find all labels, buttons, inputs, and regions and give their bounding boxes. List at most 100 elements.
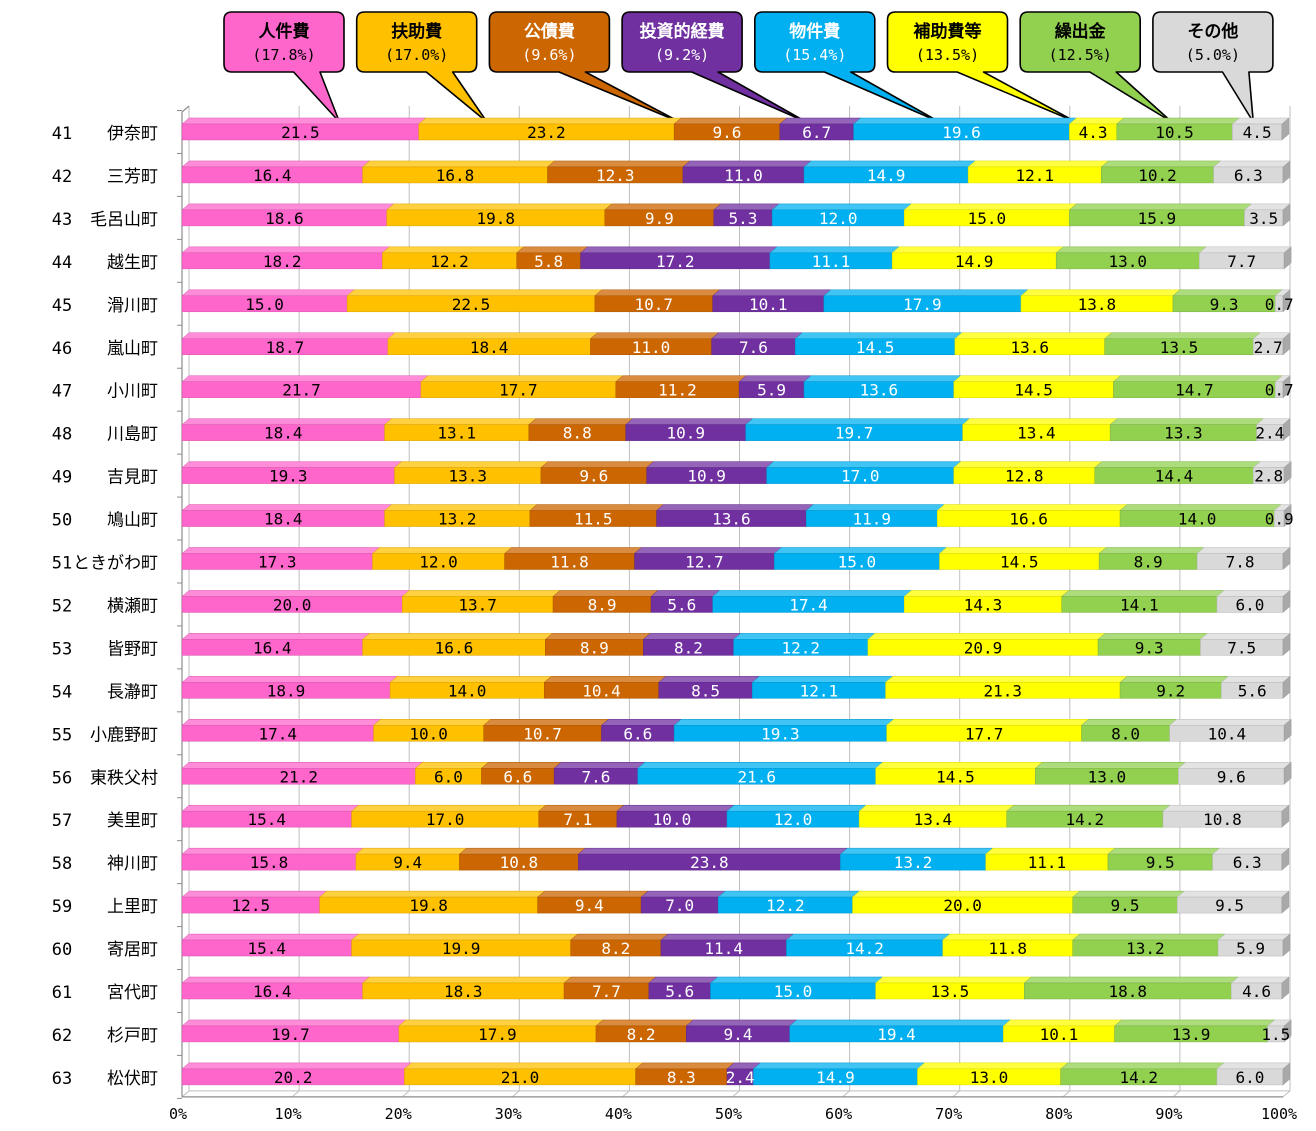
bar-value-label: 5.8 bbox=[534, 252, 563, 271]
floor-tick bbox=[511, 1090, 520, 1098]
bar-value-label: 17.0 bbox=[426, 810, 465, 829]
x-tick-label: 100% bbox=[1261, 1105, 1297, 1123]
bar-value-label: 12.1 bbox=[800, 681, 839, 700]
legend-callout: 補助費等 (13.5%) bbox=[886, 11, 1077, 123]
bar-row: 21.7 17.7 11.2 5.9 13.6 14.5 14.7 0.7 bbox=[181, 375, 1294, 400]
bar-value-label: 11.8 bbox=[988, 939, 1027, 958]
category-number-label: 56 bbox=[52, 768, 72, 788]
bar-row: 15.0 22.5 10.7 10.1 17.9 13.8 9.3 0.7 bbox=[181, 289, 1294, 314]
bar-value-label: 9.4 bbox=[393, 853, 422, 872]
bar-value-label: 5.9 bbox=[757, 381, 786, 400]
bar-value-label: 5.3 bbox=[729, 209, 758, 228]
bar-value-label: 12.3 bbox=[596, 166, 635, 185]
bar-value-label: 9.6 bbox=[579, 467, 608, 486]
bar-value-label: 18.4 bbox=[264, 424, 303, 443]
legend-callouts: 人件費 (17.8%) 扶助費 (17.0%) 公債費 (9.6%) 投資的経費 (9.2%)… bbox=[223, 11, 1274, 123]
floor-tick bbox=[401, 1090, 410, 1098]
category-name-label: ときがわ町 bbox=[73, 554, 158, 574]
bar-value-label: 19.3 bbox=[269, 467, 308, 486]
legend-series-name: 投資的経費 bbox=[640, 21, 725, 42]
category-name-label: 滑川町 bbox=[107, 296, 158, 316]
bar-row: 17.4 10.0 10.7 6.6 19.3 17.7 8.0 10.4 bbox=[181, 718, 1292, 743]
bar-value-label: 7.8 bbox=[1226, 553, 1255, 572]
bar-value-label: 11.0 bbox=[724, 166, 763, 185]
bar-value-label: 16.4 bbox=[253, 166, 292, 185]
bar-row: 15.4 17.0 7.1 10.0 12.0 13.4 14.2 10.8 bbox=[181, 804, 1290, 829]
x-tick-label: 50% bbox=[715, 1105, 742, 1123]
bar-value-label: 18.4 bbox=[470, 338, 509, 357]
category-name-label: 美里町 bbox=[107, 811, 158, 831]
legend-series-average: (5.0%) bbox=[1186, 46, 1240, 64]
bar-value-label: 17.7 bbox=[965, 724, 1004, 743]
legend-series-name: その他 bbox=[1187, 21, 1238, 42]
bar-value-label: 10.1 bbox=[749, 295, 788, 314]
category-number-label: 43 bbox=[52, 210, 72, 230]
bar-row: 20.2 21.0 8.3 2.4 14.9 13.0 14.2 6.0 bbox=[181, 1062, 1291, 1087]
bar-end-face bbox=[1282, 675, 1291, 699]
bar-value-label: 21.5 bbox=[281, 123, 320, 142]
bar-row: 21.5 23.2 9.6 6.7 19.6 4.3 10.5 4.5 bbox=[181, 117, 1290, 142]
bar-end-face bbox=[1283, 461, 1292, 485]
legend-callout: 公債費 (9.6%) bbox=[488, 11, 681, 123]
bar-end-face bbox=[1282, 203, 1291, 227]
legend-series-name: 人件費 bbox=[259, 21, 310, 42]
bar-value-label: 15.4 bbox=[248, 810, 287, 829]
bar-end-face bbox=[1283, 1019, 1292, 1043]
bar-value-label: 14.9 bbox=[867, 166, 906, 185]
category-name-label: 東秩父村 bbox=[90, 768, 158, 788]
bar-value-label: 12.2 bbox=[430, 252, 469, 271]
category-number-label: 63 bbox=[52, 1069, 72, 1089]
bar-row: 18.4 13.2 11.5 13.6 11.9 16.6 14.0 0.9 bbox=[181, 504, 1294, 529]
category-name-label: 長瀞町 bbox=[107, 682, 158, 702]
bar-value-label: 17.4 bbox=[259, 724, 298, 743]
bar-value-label: 10.8 bbox=[500, 853, 539, 872]
legend-callout: 物件費 (15.4%) bbox=[754, 11, 941, 123]
bar-row: 20.0 13.7 8.9 5.6 17.4 14.3 14.1 6.0 bbox=[181, 589, 1291, 614]
bar-value-label: 20.2 bbox=[274, 1068, 313, 1087]
bar-value-label: 14.9 bbox=[816, 1068, 855, 1087]
category-number-label: 54 bbox=[52, 682, 72, 702]
legend-series-average: (12.5%) bbox=[1049, 46, 1112, 64]
legend-callout: 繰出金 (12.5%) bbox=[1019, 11, 1173, 123]
bar-value-label: 3.5 bbox=[1249, 209, 1278, 228]
floor-tick bbox=[291, 1090, 300, 1098]
bar-row: 15.8 9.4 10.8 23.8 13.2 11.1 9.5 6.3 bbox=[181, 847, 1290, 872]
bar-value-label: 7.5 bbox=[1227, 638, 1256, 657]
bar-value-label: 13.5 bbox=[931, 982, 970, 1001]
bar-end-face bbox=[1282, 1062, 1291, 1086]
bar-end-face bbox=[1283, 246, 1292, 270]
bar-end-face bbox=[1282, 546, 1291, 571]
bar-value-label: 10.1 bbox=[1040, 1025, 1079, 1044]
bar-value-label: 0.7 bbox=[1265, 381, 1294, 400]
bar-value-label: 11.5 bbox=[574, 510, 613, 529]
floor-tick bbox=[952, 1090, 961, 1098]
bar-value-label: 10.9 bbox=[687, 467, 726, 486]
bar-value-label: 14.0 bbox=[1178, 510, 1217, 529]
bar-value-label: 19.7 bbox=[835, 424, 874, 443]
bar-value-label: 17.2 bbox=[656, 252, 695, 271]
bar-value-label: 21.3 bbox=[984, 681, 1023, 700]
bar-row: 16.4 16.8 12.3 11.0 14.9 12.1 10.2 6.3 bbox=[181, 160, 1291, 185]
bar-value-label: 16.6 bbox=[435, 638, 474, 657]
bar-value-label: 16.8 bbox=[436, 166, 475, 185]
bar-value-label: 13.0 bbox=[970, 1068, 1009, 1087]
bar-value-label: 16.4 bbox=[253, 982, 292, 1001]
bar-value-label: 0.9 bbox=[1265, 510, 1294, 529]
floor-tick bbox=[1062, 1090, 1071, 1098]
category-name-label: 伊奈町 bbox=[107, 124, 158, 144]
bar-value-label: 9.3 bbox=[1135, 638, 1164, 657]
legend-callout-box bbox=[1152, 11, 1274, 123]
bar-end-face bbox=[1282, 160, 1291, 184]
bar-value-label: 14.5 bbox=[1014, 381, 1053, 400]
bar-value-label: 15.8 bbox=[250, 853, 289, 872]
category-name-label: 小鹿野町 bbox=[90, 725, 158, 745]
bar-value-label: 8.3 bbox=[667, 1068, 696, 1087]
legend-callout: 扶助費 (17.0%) bbox=[355, 11, 488, 123]
bar-row: 16.4 16.6 8.9 8.2 12.2 20.9 9.3 7.5 bbox=[181, 632, 1291, 657]
bar-value-label: 12.2 bbox=[766, 896, 805, 915]
bar-value-label: 13.2 bbox=[438, 510, 477, 529]
category-number-label: 57 bbox=[52, 811, 72, 831]
bar-value-label: 9.5 bbox=[1111, 896, 1140, 915]
bar-value-label: 14.0 bbox=[448, 681, 487, 700]
category-name-label: 寄居町 bbox=[107, 940, 158, 960]
